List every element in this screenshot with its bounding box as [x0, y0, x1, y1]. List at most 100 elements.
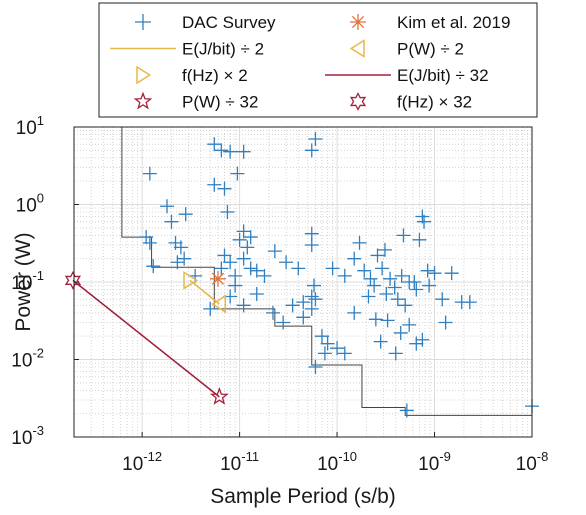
data-point [380, 313, 395, 328]
legend-swatch [135, 14, 151, 30]
y-tick-label: 10-1 [11, 268, 44, 294]
y-tick-label: 10-3 [11, 423, 44, 449]
data-point [393, 325, 408, 340]
data-point [304, 143, 319, 158]
data-point [388, 346, 403, 361]
series-e-j-bit-2 [189, 279, 220, 305]
series-f-hz-32 [64, 270, 82, 290]
data-point [390, 292, 405, 307]
data-point [435, 292, 450, 307]
data-point [399, 403, 414, 418]
data-point [276, 315, 291, 330]
data-point [142, 235, 157, 250]
data-point [232, 232, 247, 247]
data-point [377, 242, 392, 257]
data-point [320, 336, 335, 351]
data-point [142, 166, 157, 181]
data-point [267, 244, 282, 259]
data-point [304, 301, 319, 316]
data-point [203, 301, 218, 316]
x-tick-label: 10-12 [122, 449, 162, 475]
data-point [308, 360, 323, 375]
series-kim-et-al-2019 [209, 270, 226, 287]
data-point [285, 298, 300, 313]
data-point [417, 214, 432, 229]
data-point [296, 310, 311, 325]
data-point [249, 263, 264, 278]
legend-item: Kim et al. 2019 [350, 13, 510, 32]
data-point [415, 332, 430, 347]
x-tick-label: 10-10 [317, 449, 357, 475]
legend-item: P(W) ÷ 32 [133, 91, 258, 112]
data-point [396, 228, 411, 243]
data-point [177, 251, 192, 266]
legend-label: f(Hz) × 32 [397, 93, 472, 112]
data-point [223, 255, 238, 270]
data-point [211, 294, 227, 314]
data-point [444, 266, 459, 281]
x-tick-label: 10-8 [516, 449, 549, 475]
legend-label: P(W) ÷ 32 [182, 93, 258, 112]
data-point [308, 292, 323, 307]
legend-label: f(Hz) × 2 [182, 66, 248, 85]
data-point [402, 317, 417, 332]
data-point [304, 226, 319, 241]
data-point [279, 255, 294, 270]
legend-label: Kim et al. 2019 [397, 13, 510, 32]
data-point [236, 251, 251, 266]
data-point [236, 224, 251, 239]
data-series [64, 132, 539, 418]
data-point [347, 305, 362, 320]
legend-label: DAC Survey [182, 13, 276, 32]
data-point [257, 268, 272, 283]
legend-item: f(Hz) × 2 [136, 65, 248, 85]
legend-item: P(W) ÷ 2 [349, 39, 464, 59]
data-point [214, 261, 229, 276]
y-axis-label: Power (W) [12, 232, 35, 331]
data-point [178, 207, 193, 222]
data-point [240, 240, 255, 255]
data-point [249, 287, 264, 302]
data-point [394, 268, 409, 283]
grid [73, 126, 533, 438]
legend-item: E(J/bit) ÷ 2 [110, 40, 264, 59]
data-point [330, 341, 345, 356]
data-point [314, 329, 329, 344]
data-point [368, 312, 383, 327]
data-point [308, 132, 323, 147]
data-point [409, 282, 424, 297]
data-point [220, 205, 235, 220]
frontier-line [121, 127, 532, 416]
pareto-frontier [121, 127, 532, 416]
data-point [361, 289, 376, 304]
data-point [462, 295, 477, 310]
data-point [223, 144, 238, 159]
data-point [236, 298, 251, 313]
x-axis-label: Sample Period (s/b) [210, 485, 396, 508]
data-point [307, 278, 322, 293]
data-point [243, 230, 258, 245]
series-p-w-32 [209, 386, 229, 405]
data-point [207, 137, 222, 152]
data-point [228, 278, 243, 293]
data-point [230, 166, 245, 181]
data-point [325, 261, 340, 276]
legend-box [98, 2, 538, 118]
data-point [367, 278, 382, 293]
data-point [427, 266, 442, 281]
data-point [438, 315, 453, 330]
data-point [183, 271, 199, 290]
legend-item: E(J/bit) ÷ 32 [325, 66, 489, 85]
legend-label: P(W) ÷ 2 [397, 40, 464, 59]
data-point [296, 295, 311, 310]
series-dac-survey [139, 132, 539, 418]
data-point [398, 298, 413, 313]
data-point [173, 240, 188, 255]
data-point [243, 261, 258, 276]
data-point [139, 230, 154, 245]
legend-swatch [350, 14, 366, 30]
data-point [387, 280, 402, 295]
series-p-w-2 [211, 294, 227, 314]
data-point [383, 271, 398, 286]
legend-swatch [133, 91, 153, 110]
